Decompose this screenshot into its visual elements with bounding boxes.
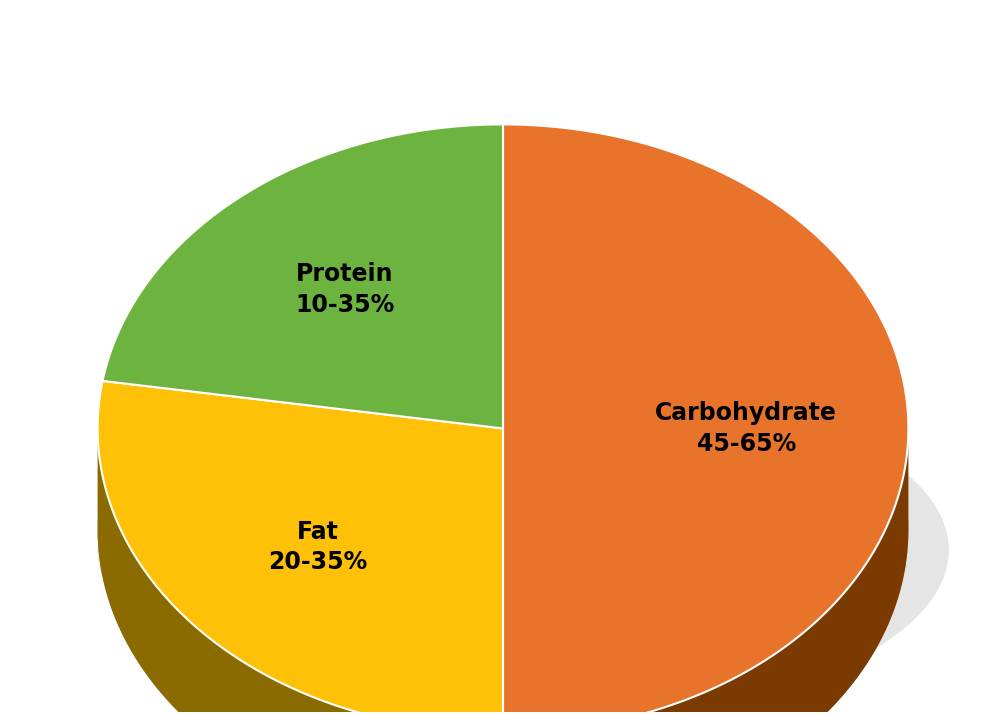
Polygon shape <box>503 124 908 715</box>
Polygon shape <box>98 429 503 715</box>
Polygon shape <box>98 381 503 715</box>
Polygon shape <box>103 124 503 428</box>
Text: Fat
20-35%: Fat 20-35% <box>269 520 367 574</box>
Text: Carbohydrate
45-65%: Carbohydrate 45-65% <box>655 401 837 455</box>
Ellipse shape <box>98 226 908 715</box>
Ellipse shape <box>98 375 949 715</box>
Text: Protein
10-35%: Protein 10-35% <box>296 262 394 317</box>
Polygon shape <box>503 430 908 715</box>
